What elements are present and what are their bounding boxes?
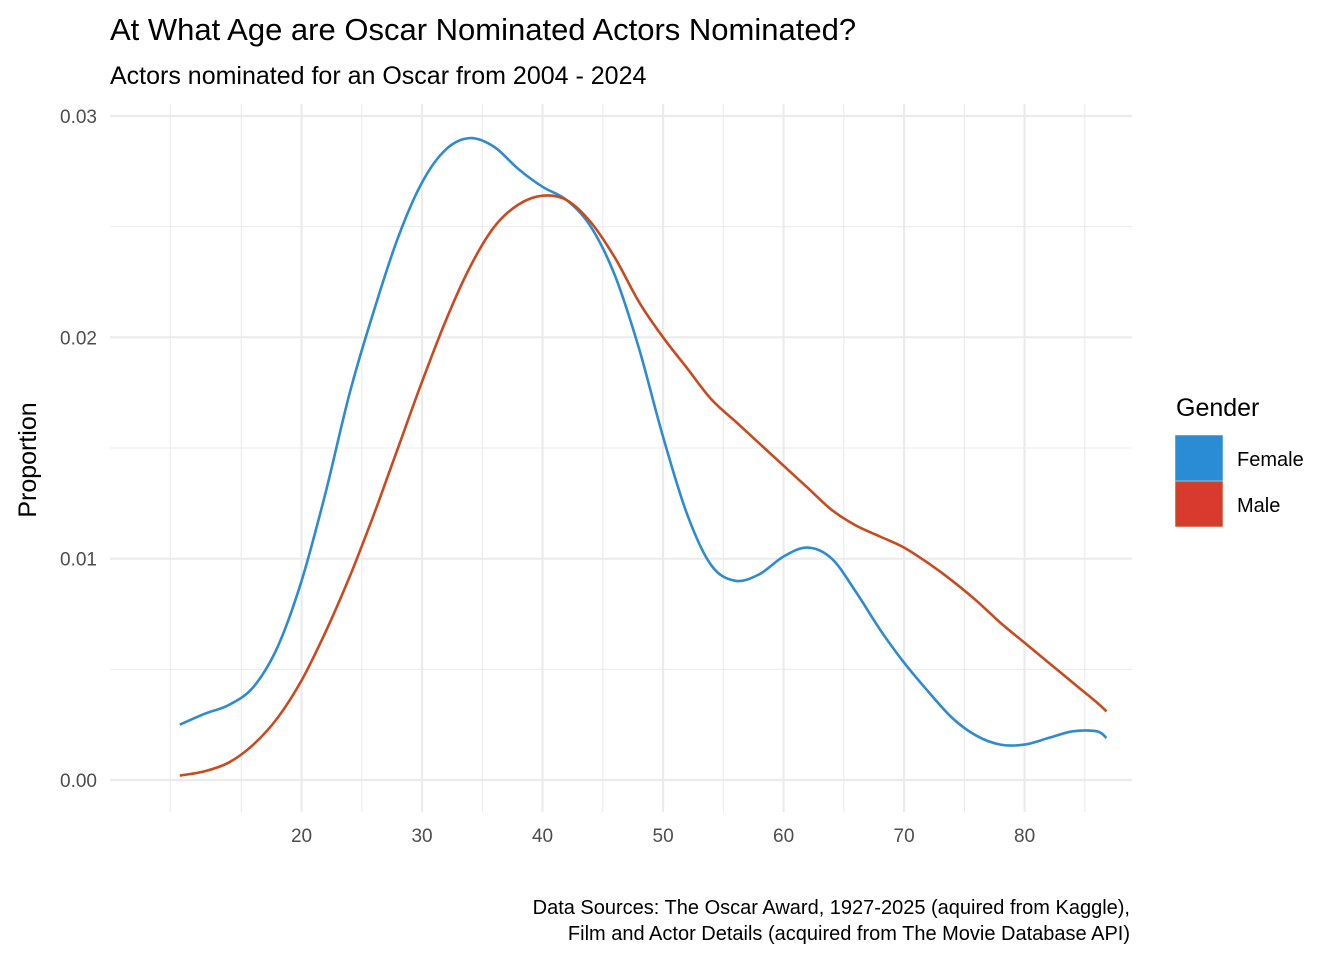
x-axis-ticks: 20 30 40 50 60 70 80 — [291, 826, 1035, 847]
x-tick-label: 60 — [773, 826, 794, 847]
x-tick-label: 50 — [653, 826, 674, 847]
caption-line-2: Film and Actor Details (acquired from Th… — [568, 923, 1130, 945]
x-tick-label: 80 — [1014, 826, 1035, 847]
y-tick-label: 0.01 — [60, 550, 97, 571]
y-tick-label: 0.02 — [60, 328, 97, 349]
y-tick-label: 0.00 — [60, 771, 97, 792]
legend-key-male — [1175, 481, 1223, 527]
y-axis-title: Proportion — [14, 402, 42, 517]
x-tick-label: 40 — [532, 826, 553, 847]
legend-key-female — [1175, 435, 1223, 481]
series-line-male — [179, 194, 1108, 777]
legend-title: Gender — [1176, 394, 1259, 422]
legend-label-male: Male — [1237, 495, 1280, 517]
x-tick-label: 30 — [411, 826, 432, 847]
chart-subtitle: Actors nominated for an Oscar from 2004 … — [110, 62, 646, 90]
plot-grid — [110, 104, 1132, 812]
series-line-female — [179, 136, 1108, 747]
x-tick-label: 20 — [291, 826, 312, 847]
chart-title: At What Age are Oscar Nominated Actors N… — [110, 12, 856, 47]
x-tick-label: 70 — [894, 826, 915, 847]
y-axis-ticks: 0.00 0.01 0.02 0.03 — [60, 107, 97, 792]
caption-line-1: Data Sources: The Oscar Award, 1927-2025… — [533, 897, 1130, 919]
legend-label-female: Female — [1237, 449, 1304, 471]
y-tick-label: 0.03 — [60, 107, 97, 128]
plot-series — [179, 136, 1108, 777]
legend: Gender Female Male — [1175, 394, 1304, 527]
